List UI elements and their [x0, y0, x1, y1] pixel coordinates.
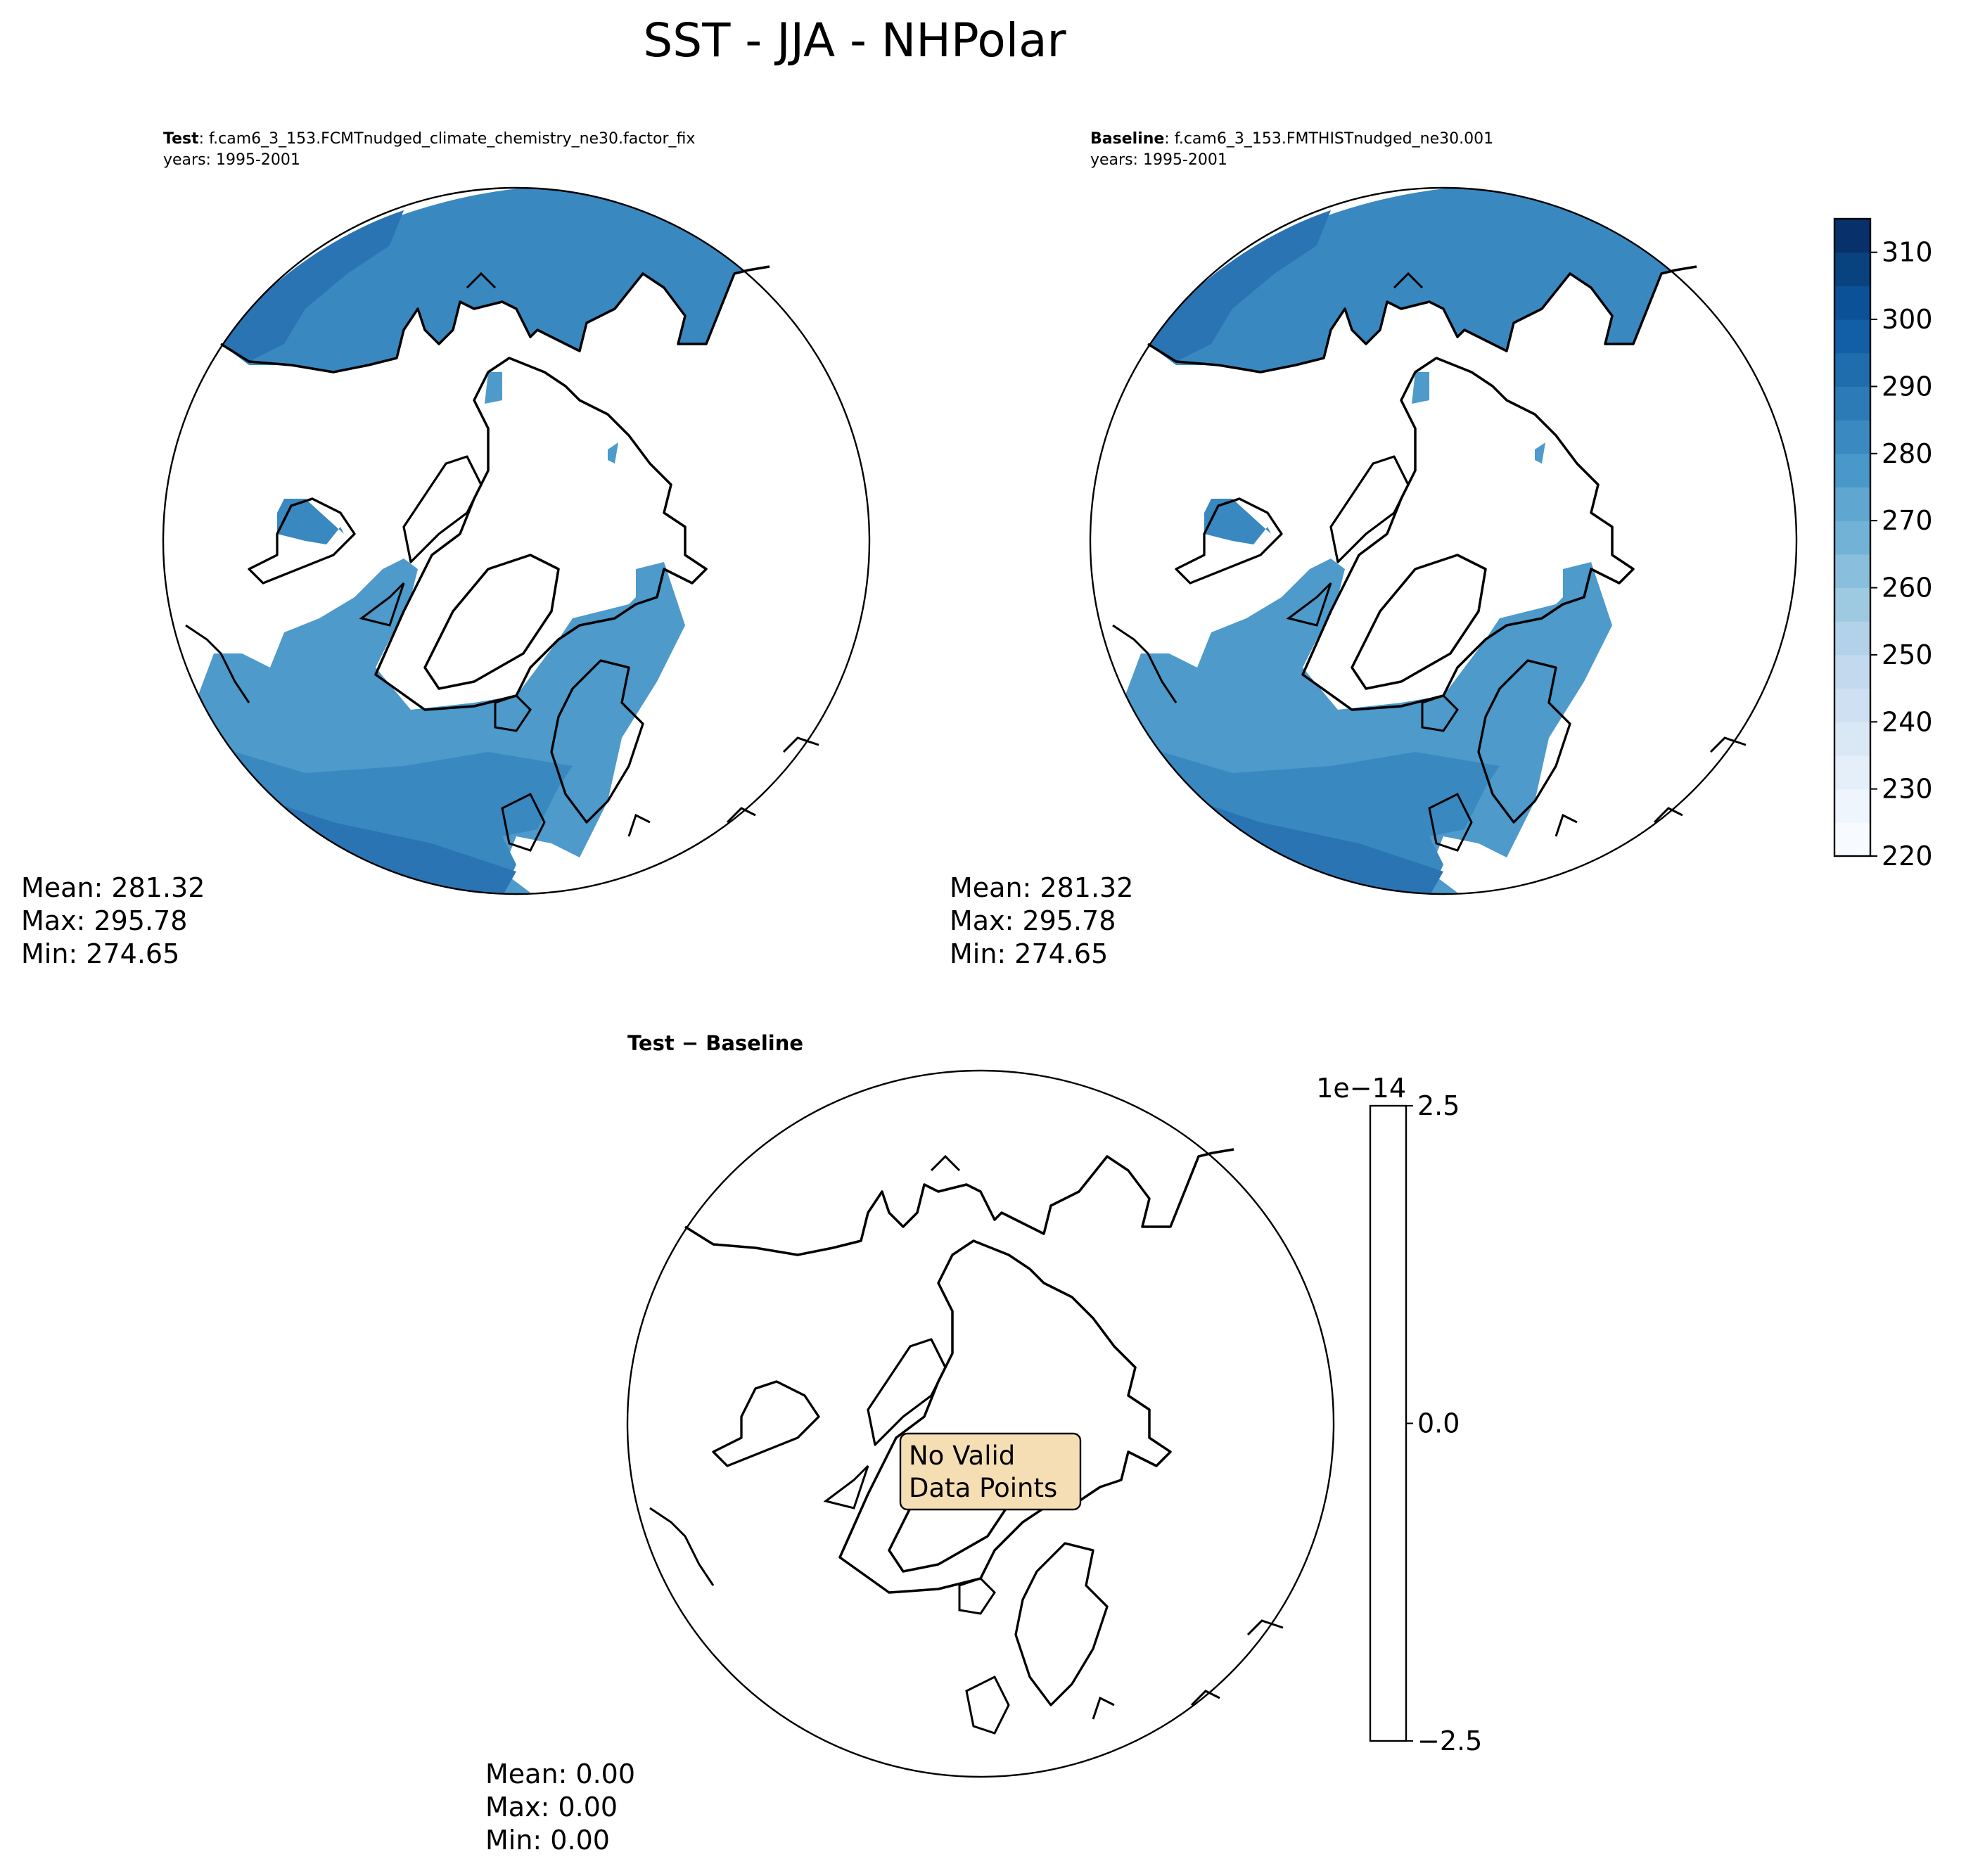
difference-colorbar: 1e−14 2.5 0.0 −2.5	[1316, 1073, 1482, 1756]
main-colorbar-segment	[1834, 453, 1870, 487]
main-colorbar-segment	[1834, 789, 1870, 823]
baseline-title-bold: Baseline	[1090, 130, 1164, 148]
test-title-case: : f.cam6_3_153.FCMTnudged_climate_chemis…	[199, 130, 696, 148]
baseline-panel: Baseline: f.cam6_3_153.FMTHISTnudged_ne3…	[950, 130, 1798, 969]
no-data-line1: No Valid	[909, 1441, 1015, 1471]
figure-title: SST - JJA - NHPolar	[643, 13, 1066, 68]
baseline-panel-title: Baseline: f.cam6_3_153.FMTHISTnudged_ne3…	[1090, 130, 1493, 148]
main-colorbar-segment	[1834, 286, 1870, 320]
difference-min: Min: 0.00	[485, 1825, 610, 1856]
test-panel-title: Test: f.cam6_3_153.FCMTnudged_climate_ch…	[163, 130, 695, 148]
main-colorbar-segment	[1834, 621, 1870, 656]
main-colorbar-segment	[1834, 587, 1870, 622]
main-colorbar-segment	[1834, 487, 1870, 521]
main-colorbar-tick-label: 300	[1882, 304, 1933, 335]
main-colorbar: 220 230 240 250 260 270 280 290 300 310	[1833, 217, 1933, 872]
test-panel-years: years: 1995-2001	[163, 151, 300, 169]
main-colorbar-ticks: 220 230 240 250 260 270 280 290 300 310	[1870, 237, 1933, 872]
main-colorbar-segment	[1834, 722, 1870, 756]
main-colorbar-tick-label: 250	[1882, 639, 1933, 670]
difference-colorbar-tick-label: 0.0	[1417, 1408, 1460, 1439]
main-colorbar-tick-label: 270	[1882, 505, 1933, 536]
test-map	[162, 186, 871, 895]
main-colorbar-tick-label: 310	[1882, 237, 1933, 268]
baseline-panel-years: years: 1995-2001	[1090, 151, 1227, 169]
test-mean: Mean: 281.32	[21, 872, 205, 903]
main-colorbar-segment	[1834, 352, 1870, 387]
main-colorbar-segment	[1834, 822, 1870, 857]
main-colorbar-tick-label: 230	[1882, 774, 1933, 805]
test-max: Max: 295.78	[21, 905, 187, 936]
main-colorbar-segment	[1834, 688, 1870, 722]
difference-colorbar-offset: 1e−14	[1316, 1073, 1406, 1104]
main-colorbar-tick-label: 290	[1882, 371, 1933, 402]
baseline-mean: Mean: 281.32	[950, 872, 1133, 903]
difference-colorbar-frame	[1369, 1104, 1408, 1742]
main-colorbar-tick-label: 280	[1882, 438, 1933, 469]
test-min: Min: 274.65	[21, 938, 179, 969]
main-colorbar-segment	[1834, 755, 1870, 790]
difference-mean: Mean: 0.00	[485, 1759, 635, 1789]
main-colorbar-segment	[1834, 521, 1870, 555]
difference-map: No Valid Data Points	[626, 1069, 1335, 1778]
baseline-title-case: : f.cam6_3_153.FMTHISTnudged_ne30.001	[1164, 130, 1493, 148]
difference-colorbar-tick-label: −2.5	[1417, 1725, 1482, 1756]
difference-panel: Test − Baseline No Valid Data Points Mea…	[485, 1031, 1335, 1856]
main-colorbar-segment	[1834, 420, 1870, 454]
main-colorbar-segment	[1834, 219, 1870, 253]
main-colorbar-tick-label: 260	[1882, 573, 1933, 604]
main-colorbar-tick-label: 240	[1882, 706, 1933, 737]
no-data-annotation: No Valid Data Points	[899, 1432, 1082, 1511]
main-colorbar-frame	[1833, 217, 1872, 857]
difference-colorbar-ticks: 2.5 0.0 −2.5	[1406, 1090, 1482, 1756]
baseline-max: Max: 295.78	[950, 905, 1116, 936]
no-data-annotation-box	[899, 1432, 1082, 1511]
main-colorbar-segment	[1834, 386, 1870, 421]
difference-panel-title: Test − Baseline	[627, 1031, 803, 1055]
baseline-min: Min: 274.65	[950, 938, 1108, 969]
main-colorbar-segments	[1834, 219, 1870, 857]
main-colorbar-segment	[1834, 319, 1870, 354]
main-colorbar-tick-label: 220	[1882, 841, 1933, 872]
baseline-map	[1089, 186, 1798, 895]
test-panel: Test: f.cam6_3_153.FCMTnudged_climate_ch…	[21, 130, 871, 969]
test-title-bold: Test	[163, 130, 199, 148]
no-data-line2: Data Points	[909, 1473, 1057, 1503]
difference-max: Max: 0.00	[485, 1792, 618, 1823]
main-colorbar-segment	[1834, 654, 1870, 689]
main-colorbar-segment	[1834, 252, 1870, 286]
difference-colorbar-tick-label: 2.5	[1417, 1090, 1460, 1121]
main-colorbar-segment	[1834, 554, 1870, 589]
